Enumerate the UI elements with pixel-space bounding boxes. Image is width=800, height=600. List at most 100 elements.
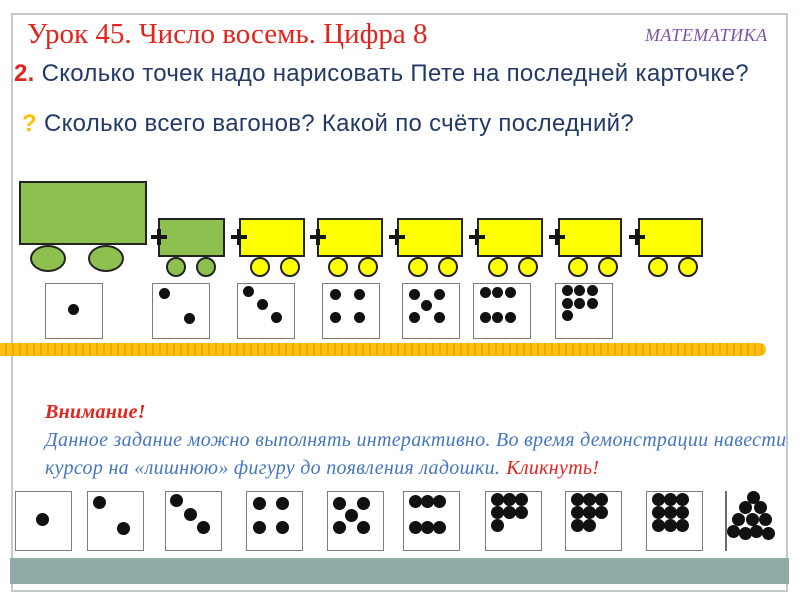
dot-pile[interactable]: [725, 491, 783, 551]
dot: [253, 496, 267, 510]
bottom-band: [10, 558, 789, 584]
wheel: [568, 257, 588, 277]
dot: [571, 492, 585, 506]
coupler-plus-icon: [231, 229, 247, 245]
question-3: ? Сколько всего вагонов? Какой по счёту …: [22, 110, 634, 138]
coupler-plus-icon: [549, 229, 565, 245]
dot: [503, 492, 517, 506]
train-dot-card-4[interactable]: [322, 283, 380, 339]
train-dot-card-6[interactable]: [473, 283, 531, 339]
dot: [409, 495, 423, 509]
bottom-dot-card-5[interactable]: [327, 491, 384, 551]
dot: [276, 521, 289, 535]
question-2-number: 2.: [14, 60, 35, 87]
dot: [595, 492, 608, 506]
dot: [433, 521, 446, 535]
question-3-text: Сколько всего вагонов? Какой по счёту по…: [43, 110, 635, 137]
wagon-4[interactable]: [397, 218, 463, 277]
dot: [354, 311, 365, 323]
dot: [491, 519, 505, 533]
train-dot-card-1[interactable]: [45, 283, 103, 339]
wagon-7[interactable]: [638, 218, 703, 277]
note-line-2: курсор на «лишнюю» фигуру до появления л…: [45, 454, 786, 482]
wheel: [280, 257, 300, 277]
bottom-dot-card-1[interactable]: [15, 491, 72, 551]
dot: [503, 506, 517, 520]
wagon-3[interactable]: [317, 218, 383, 277]
dot: [732, 512, 746, 526]
wheel: [196, 257, 216, 277]
dot: [329, 311, 341, 323]
dot: [571, 506, 585, 520]
dot: [345, 508, 359, 522]
bottom-dot-card-8[interactable]: [565, 491, 622, 551]
dot: [270, 311, 282, 323]
dot: [492, 287, 504, 299]
subject-label: МАТЕМАТИКА: [645, 25, 768, 45]
dot: [738, 501, 752, 515]
wheel: [358, 257, 378, 277]
dot: [676, 506, 689, 520]
dot: [676, 519, 689, 533]
coupler-plus-icon: [629, 229, 645, 245]
dot: [652, 506, 666, 520]
dot: [184, 312, 195, 324]
attention-note: Внимание! Данное задание можно выполнять…: [45, 398, 786, 482]
dot: [433, 495, 446, 509]
bottom-dot-card-4[interactable]: [246, 491, 303, 551]
dot: [434, 311, 445, 323]
dot: [479, 311, 491, 323]
bottom-dot-card-6[interactable]: [403, 491, 460, 551]
dot: [408, 311, 420, 323]
dot: [676, 492, 689, 506]
wheel: [598, 257, 618, 277]
coupler-plus-icon: [151, 229, 167, 245]
dot: [762, 526, 776, 540]
wagon-5[interactable]: [477, 218, 543, 277]
wheel: [648, 257, 668, 277]
dot: [253, 521, 267, 535]
wheel: [408, 257, 428, 277]
bottom-dot-card-9[interactable]: [646, 491, 703, 551]
wheel: [328, 257, 348, 277]
dot: [434, 288, 445, 300]
coupler-plus-icon: [310, 229, 326, 245]
dot: [745, 512, 759, 526]
dot: [587, 297, 598, 309]
note-line-2-text: курсор на «лишнюю» фигуру до появления л…: [45, 457, 501, 479]
wheel: [518, 257, 538, 277]
train-dot-card-7[interactable]: [555, 283, 613, 339]
dot: [664, 492, 678, 506]
dot: [561, 310, 573, 322]
bottom-dot-card-2[interactable]: [87, 491, 144, 551]
dot: [750, 524, 764, 538]
slide-border: [11, 13, 788, 592]
wheel: [166, 257, 186, 277]
wheel: [438, 257, 458, 277]
wagon-6[interactable]: [558, 218, 622, 277]
train-dot-card-2[interactable]: [152, 283, 210, 339]
dot: [93, 495, 107, 509]
dot: [583, 506, 597, 520]
dot: [67, 303, 79, 315]
locomotive[interactable]: [19, 181, 147, 272]
train-dot-card-3[interactable]: [237, 283, 295, 339]
wagon-2[interactable]: [239, 218, 305, 277]
bottom-dot-card-7[interactable]: [485, 491, 542, 551]
train-dot-card-5[interactable]: [402, 283, 460, 339]
wagon-1[interactable]: [158, 218, 225, 277]
dot: [354, 288, 365, 300]
question-2-text: Сколько точек надо нарисовать Пете на по…: [41, 60, 749, 87]
bottom-dot-card-3[interactable]: [165, 491, 222, 551]
dot: [561, 297, 573, 309]
dot: [652, 519, 666, 533]
dot: [408, 288, 420, 300]
dot: [492, 311, 504, 323]
dot: [746, 491, 760, 504]
dot: [421, 495, 435, 509]
dot: [333, 521, 347, 535]
dot: [117, 522, 130, 536]
dot: [664, 519, 678, 533]
dot: [758, 512, 772, 526]
